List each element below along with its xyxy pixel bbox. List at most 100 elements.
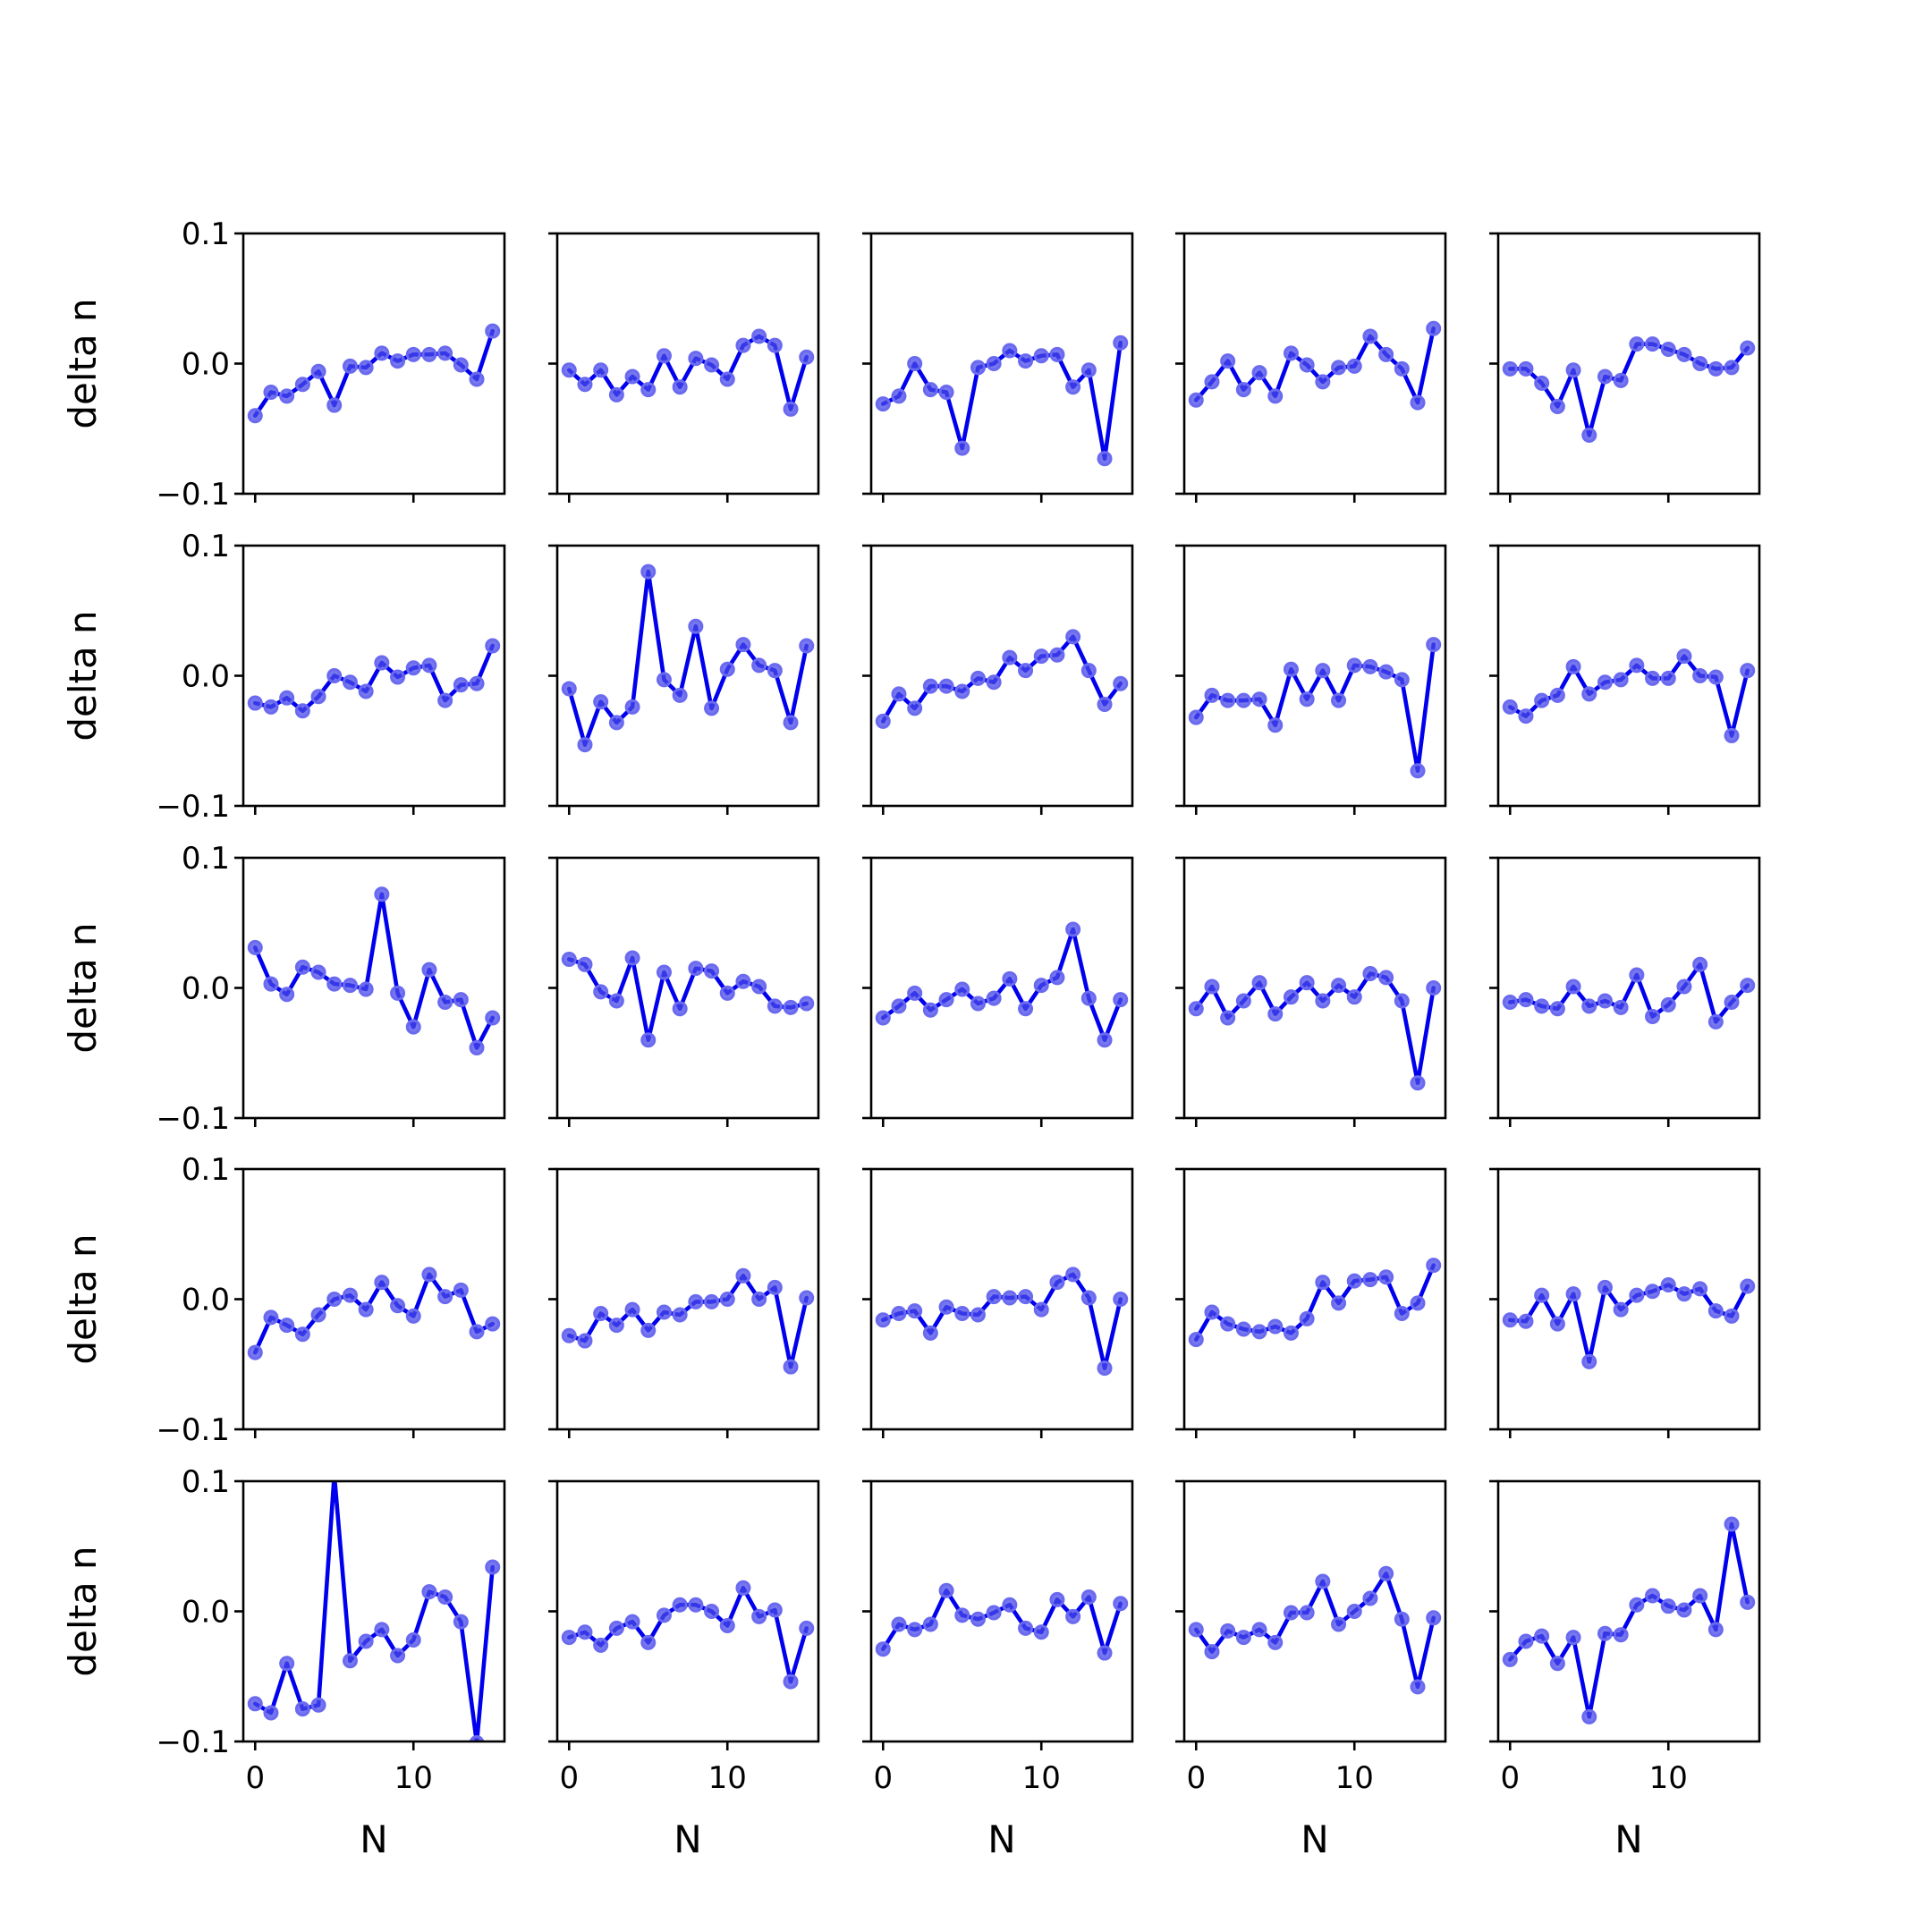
data-point [1080, 362, 1097, 378]
data-point [485, 1010, 501, 1026]
data-point [1549, 1656, 1565, 1672]
data-point [907, 1303, 923, 1319]
data-point [1315, 374, 1331, 390]
data-point [1315, 1275, 1331, 1291]
data-point [767, 337, 783, 353]
series-group [1502, 1516, 1756, 1724]
data-point [640, 1032, 657, 1048]
data-point [751, 1292, 767, 1307]
data-point [938, 385, 954, 401]
data-point [1002, 1597, 1018, 1613]
y-tick-label: 0.1 [182, 841, 230, 877]
plot-frame [242, 1479, 506, 1743]
data-point [719, 1618, 735, 1634]
series-line [1193, 1572, 1436, 1690]
data-point [735, 1267, 751, 1284]
data-point [1251, 975, 1267, 991]
series-line [566, 334, 809, 411]
y-tick-label: −0.1 [156, 1101, 230, 1137]
data-point [986, 356, 1002, 371]
series-line [1507, 1521, 1750, 1719]
data-point [1581, 1708, 1597, 1724]
data-point [1549, 1316, 1565, 1332]
series-line [1193, 1263, 1436, 1342]
data-point [970, 670, 986, 686]
data-point [1502, 699, 1518, 715]
data-point [922, 1002, 938, 1018]
plot-frame [1182, 1167, 1447, 1431]
data-point [719, 1292, 735, 1307]
data-point [1394, 672, 1410, 688]
y-tick-label: 0.1 [182, 1152, 230, 1188]
data-point [1188, 1622, 1204, 1638]
data-point [437, 995, 453, 1011]
data-point [1740, 1594, 1756, 1610]
data-point [1660, 670, 1676, 686]
plot-frame [1182, 232, 1447, 496]
data-point [330, 1481, 339, 1483]
data-point [1394, 1306, 1410, 1322]
data-point [767, 998, 783, 1014]
data-point [1645, 670, 1661, 686]
data-point [485, 638, 501, 654]
data-point [1502, 995, 1518, 1011]
data-point [279, 987, 295, 1003]
data-point [672, 379, 688, 395]
data-point [608, 1318, 624, 1334]
data-point [421, 1584, 437, 1600]
data-point [970, 1611, 986, 1627]
data-point [342, 978, 358, 994]
data-point [1629, 1597, 1645, 1613]
data-point [390, 353, 406, 369]
data-point [1518, 360, 1534, 377]
data-point [1097, 697, 1113, 713]
data-point [358, 1301, 374, 1318]
data-point [1676, 1602, 1692, 1618]
data-point [1204, 1304, 1220, 1320]
data-point [1033, 978, 1049, 994]
data-point [247, 1696, 263, 1712]
data-point [970, 360, 986, 376]
series-line [880, 340, 1123, 462]
data-point [1267, 1634, 1284, 1650]
data-point [1018, 1620, 1034, 1636]
series-group [1188, 1565, 1442, 1695]
data-point [1204, 687, 1220, 703]
data-point [1113, 335, 1129, 351]
series-group [247, 323, 501, 424]
series-line [1193, 326, 1436, 405]
plot-frame [869, 856, 1134, 1120]
data-point [1188, 392, 1204, 408]
data-point [954, 683, 970, 699]
plot-frame [555, 544, 820, 808]
data-point [1660, 996, 1676, 1013]
data-point [1613, 1627, 1629, 1643]
data-point [799, 349, 815, 365]
data-point [672, 1307, 688, 1323]
data-point [1645, 336, 1661, 352]
series-group [1502, 956, 1756, 1030]
data-point [310, 1697, 326, 1713]
panel-5-1: 0.1 0.0 −0.1 0 10 delta n N [61, 1464, 506, 1861]
panel-2-2 [548, 544, 820, 815]
data-point [938, 1299, 954, 1315]
data-point [421, 657, 437, 674]
data-point [1299, 357, 1315, 373]
series-line [880, 634, 1123, 724]
data-point [1629, 1287, 1645, 1303]
data-point [1267, 388, 1284, 404]
y-axis-label: delta n [61, 610, 105, 741]
data-point [1534, 375, 1550, 391]
data-point [1676, 648, 1692, 665]
panel-4-2 [548, 1167, 820, 1438]
data-point [1362, 1272, 1378, 1288]
data-point [907, 700, 923, 716]
data-point [1080, 1290, 1097, 1306]
data-point [263, 976, 279, 992]
data-point [1235, 692, 1251, 708]
data-point [1549, 687, 1565, 703]
data-point [624, 1301, 640, 1318]
data-point [469, 1734, 485, 1741]
data-point [1267, 1006, 1284, 1022]
data-point [310, 363, 326, 379]
